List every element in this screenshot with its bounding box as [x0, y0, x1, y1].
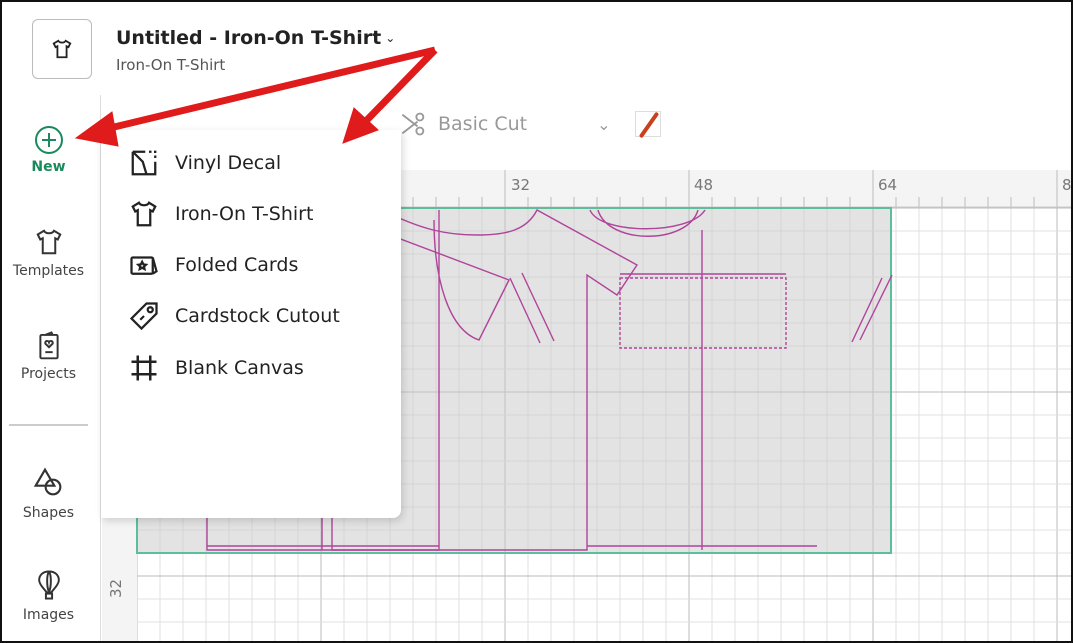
tshirt-icon [52, 39, 72, 59]
toolbar: Basic Cut ⌄ [400, 110, 661, 139]
menu-item-blank-canvas[interactable]: Blank Canvas [129, 353, 304, 383]
tshirt-design [206, 209, 893, 551]
menu-item-cardstock-cutout[interactable]: Cardstock Cutout [129, 301, 340, 331]
sidebar-item-label: New [31, 159, 66, 175]
sidebar-item-label: Shapes [22, 505, 75, 521]
color-swatch[interactable] [634, 111, 661, 139]
sidebar: New Templates Projects Shapes Images [0, 95, 101, 643]
hot-air-balloon-icon [37, 570, 60, 600]
plus-circle-icon [34, 126, 63, 154]
sidebar-item-label: Projects [20, 366, 77, 382]
tshirt-icon [35, 229, 62, 255]
vinyl-decal-icon [131, 150, 157, 176]
new-project-menu: Vinyl Decal Iron-On T-Shirt Folded Cards… [101, 130, 401, 518]
menu-item-vinyl-decal[interactable]: Vinyl Decal [129, 148, 281, 178]
project-thumbnail[interactable] [32, 19, 92, 79]
card-heart-icon [38, 331, 59, 360]
sidebar-item-shapes[interactable]: Shapes [0, 467, 97, 521]
shapes-icon [33, 467, 61, 496]
tshirt-icon [131, 201, 157, 227]
ruler-label: 64 [878, 176, 897, 194]
menu-item-iron-on-tshirt[interactable]: Iron-On T-Shirt [129, 199, 313, 229]
ruler-label: 48 [694, 176, 713, 194]
menu-item-label: Iron-On T-Shirt [175, 203, 314, 225]
operation-select[interactable]: Basic Cut [438, 113, 528, 135]
sidebar-item-label: Templates [12, 263, 85, 279]
scissors-icon [401, 112, 425, 136]
menu-item-label: Blank Canvas [175, 357, 304, 379]
canvas-crop-icon [131, 355, 157, 381]
sidebar-item-new[interactable]: New [0, 125, 97, 175]
tag-icon [129, 302, 158, 331]
project-subtitle: Iron-On T-Shirt [116, 56, 226, 74]
ruler-label: 8 [1062, 176, 1072, 194]
sidebar-item-images[interactable]: Images [0, 569, 97, 623]
sidebar-item-templates[interactable]: Templates [0, 227, 97, 279]
project-title-text: Untitled - Iron-On T-Shirt [116, 27, 382, 49]
ruler-label: 32 [511, 176, 530, 194]
chevron-down-icon[interactable]: ⌄ [597, 114, 611, 134]
chevron-down-icon[interactable]: ⌄ [385, 31, 396, 45]
folded-card-icon [130, 256, 158, 275]
sidebar-item-label: Images [22, 607, 75, 623]
sidebar-item-projects[interactable]: Projects [0, 330, 97, 382]
project-title[interactable]: Untitled - Iron-On T-Shirt ⌄ [116, 27, 395, 49]
sidebar-divider [9, 424, 88, 426]
menu-item-label: Folded Cards [175, 254, 299, 276]
ruler-label: 32 [107, 579, 125, 598]
menu-item-label: Cardstock Cutout [175, 305, 340, 327]
menu-item-folded-cards[interactable]: Folded Cards [129, 250, 298, 280]
menu-item-label: Vinyl Decal [175, 152, 282, 174]
